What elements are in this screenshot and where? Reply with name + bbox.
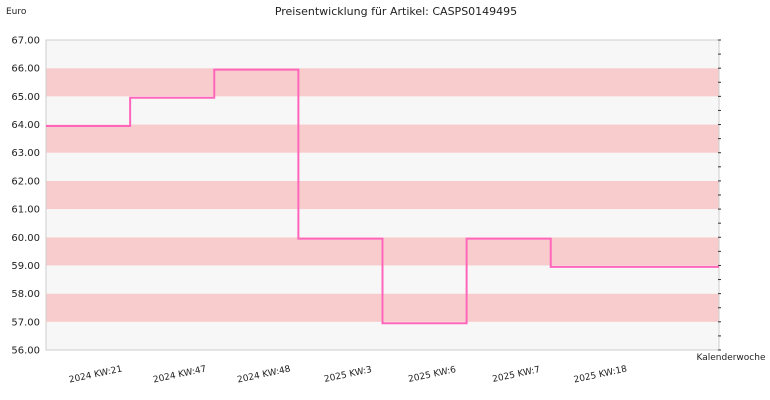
y-tick-label: 60.00 <box>11 233 40 244</box>
y-tick-label: 62.00 <box>11 176 40 187</box>
plot-band <box>46 96 719 125</box>
x-tick-label: 2024 KW:47 <box>152 365 207 386</box>
y-tick-label: 64.00 <box>11 120 40 131</box>
y-tick-label: 56.00 <box>11 346 40 357</box>
y-tick-label: 65.00 <box>11 92 40 103</box>
plot-band <box>46 152 719 181</box>
x-axis-labels: 2024 KW:21 2024 KW:47 2024 KW:48 2025 KW:3 2… <box>68 364 628 385</box>
plot-band <box>46 40 719 69</box>
plot-band <box>46 180 719 210</box>
x-tick-label: 2024 KW:21 <box>68 365 123 386</box>
plot-band <box>46 68 719 97</box>
y-tick-label: 66.00 <box>11 64 40 75</box>
x-tick-label: 2025 KW:7 <box>492 365 542 385</box>
y-tick-label: 63.00 <box>11 148 40 159</box>
plot-band <box>46 124 719 153</box>
price-series-line <box>46 68 719 325</box>
y-tick-label: 57.00 <box>11 317 40 328</box>
x-tick-label: 2025 KW:6 <box>407 365 457 385</box>
x-axis-label: Kalenderwoche <box>696 353 765 363</box>
y-tick-label: 59.00 <box>11 261 40 272</box>
x-tick-label: 2024 KW:48 <box>236 364 291 385</box>
x-tick-label: 2025 KW:18 <box>573 364 628 385</box>
x-tick-label: 2025 KW:3 <box>323 365 373 385</box>
plot-band <box>46 321 719 350</box>
plot-band <box>46 209 719 238</box>
y-tick-label: 58.00 <box>11 289 40 300</box>
y-tick-label: 67.00 <box>11 36 40 47</box>
y-axis-label: Euro <box>6 7 27 17</box>
y-axis-labels: 56.00 57.00 58.00 59.00 60.00 61.00 62.00 63.00… <box>11 36 40 357</box>
right-axis-ticks <box>718 39 721 351</box>
plot-bands <box>46 40 719 350</box>
y-tick-label: 61.00 <box>11 205 40 216</box>
chart-title: Preisentwicklung für Artikel: CASPS01494… <box>275 5 517 18</box>
